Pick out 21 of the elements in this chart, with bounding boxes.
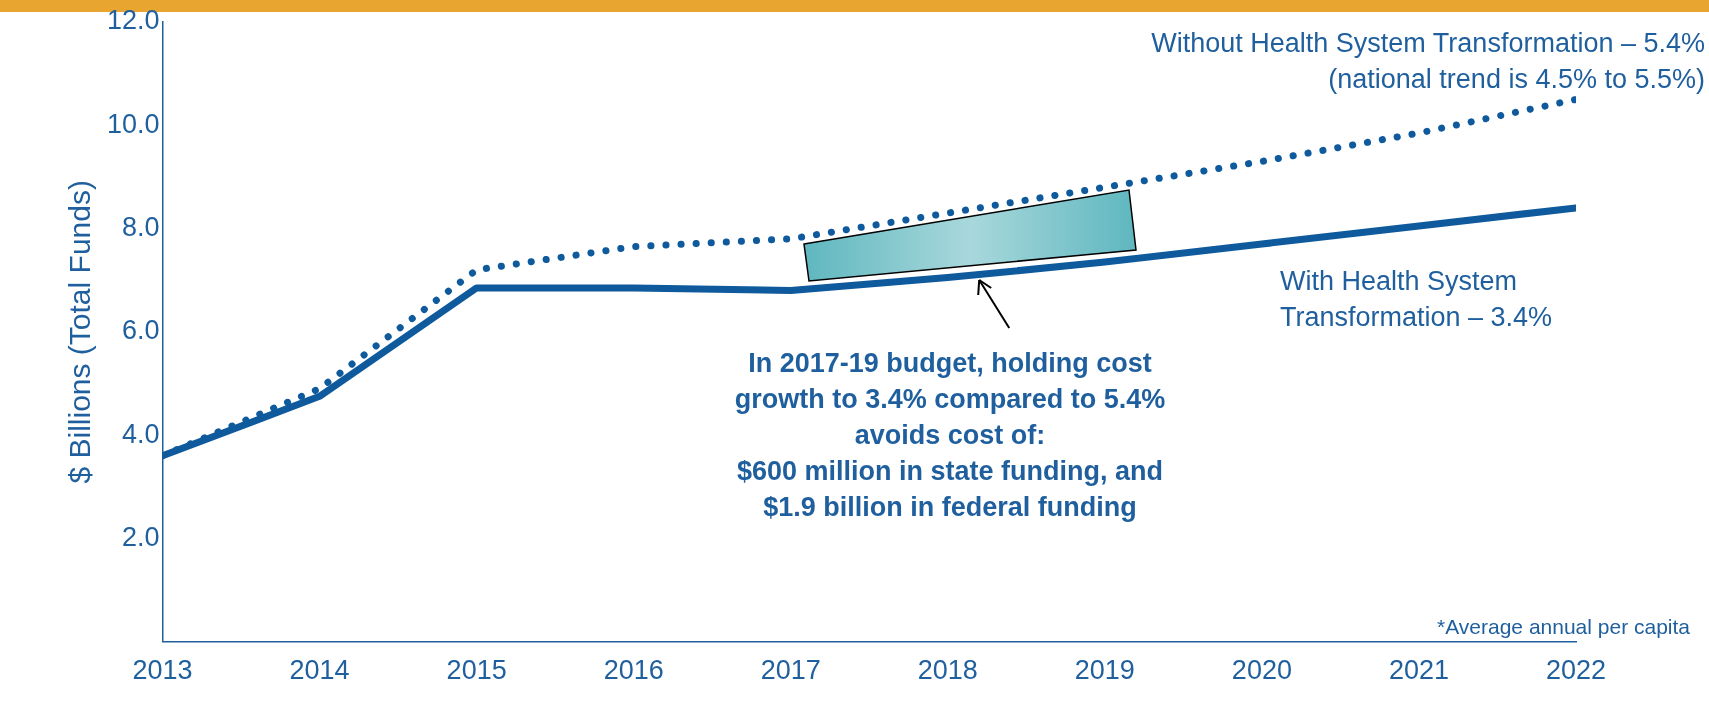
x-tick-label: 2020 [1231, 655, 1292, 686]
x-tick-label: 2017 [760, 655, 821, 686]
annotation: In 2017-19 budget, holding cost growth to 3.4% compared to 5.4% avoids cost of: $600 million in state funding, and $1.9 billion in federal funding [734, 348, 1166, 523]
x-tick-label: 2019 [1074, 655, 1135, 686]
y-tick-label: 10.0 [106, 108, 160, 139]
x-tick-label: 2014 [289, 655, 350, 686]
y-tick-label: 4.0 [122, 418, 160, 449]
x-tick-label: 2022 [1545, 655, 1607, 686]
x-tick-label: 2018 [917, 655, 978, 686]
y-axis-title: $ Billions (Total Funds) [63, 180, 97, 484]
y-tick-label: 8.0 [122, 211, 160, 242]
x-tick-label: 2021 [1388, 655, 1449, 686]
series-label: With Health System Transformation – 3.4% [1280, 266, 1553, 333]
text: Without Health System Transformation – 5.4% (national trend is 4.5% to 5.5%) [1151, 28, 1705, 95]
x-tick-label: 2015 [446, 655, 507, 686]
y-tick-label: 6.0 [122, 315, 160, 346]
y-tick-label: 2.0 [122, 521, 160, 552]
x-tick-label: 2016 [603, 655, 664, 686]
x-tick-label: 2013 [132, 655, 193, 686]
y-tick-label: 12.0 [106, 5, 160, 36]
annotation: *Average annual per capita [1437, 614, 1691, 638]
